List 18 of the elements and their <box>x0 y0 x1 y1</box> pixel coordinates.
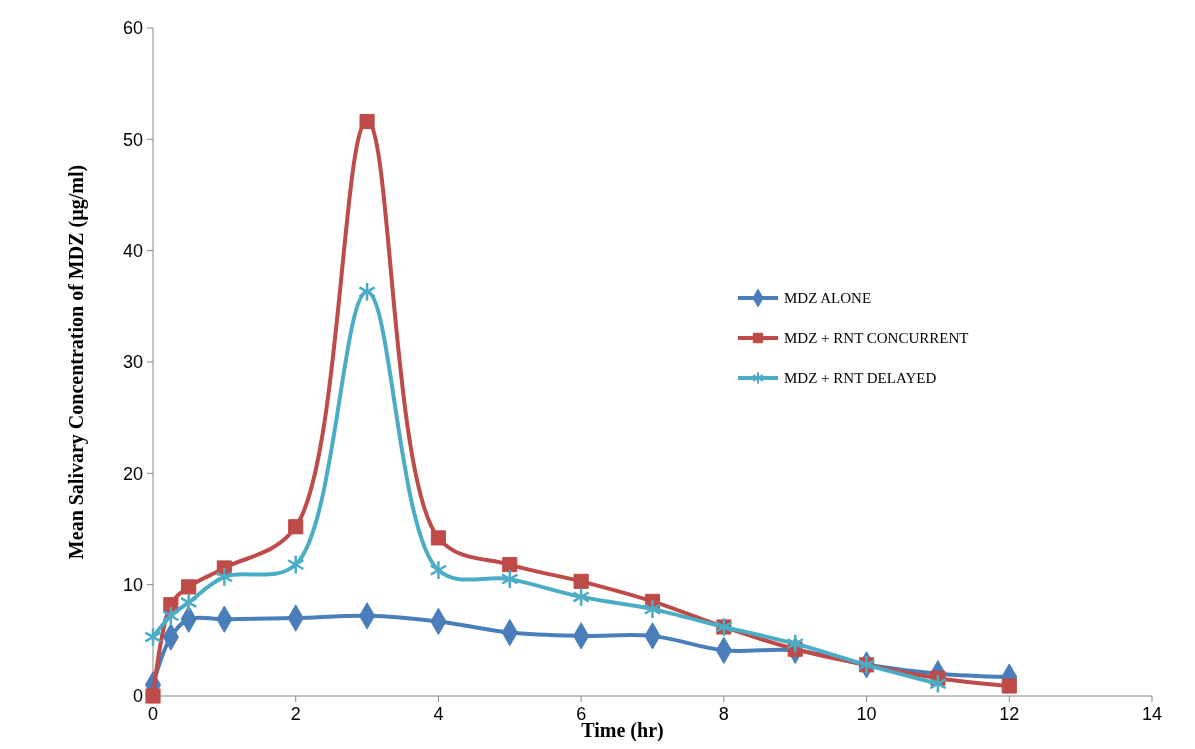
y-tick-label: 20 <box>122 463 143 484</box>
y-tick-label: 50 <box>122 129 143 150</box>
y-tick-label: 10 <box>122 574 143 595</box>
x-tick-label: 10 <box>856 704 877 724</box>
x-tick-label: 14 <box>1141 704 1163 724</box>
x-tick-label: 2 <box>290 704 301 724</box>
y-tick-label: 30 <box>122 352 143 373</box>
y-tick-label: 60 <box>122 18 143 39</box>
y-tick-label: 40 <box>122 240 143 261</box>
x-tick-label: 8 <box>718 704 729 724</box>
x-tick-label: 4 <box>433 704 444 724</box>
y-tick-label: 0 <box>132 686 143 707</box>
y-axis-title: Mean Salivary Concentration of MDZ (µg/ml) <box>65 164 88 560</box>
legend-label: MDZ ALONE <box>784 290 872 307</box>
x-tick-label: 12 <box>999 704 1020 724</box>
x-tick-label: 0 <box>147 704 159 724</box>
legend-label: MDZ + RNT DELAYED <box>784 370 937 387</box>
legend-label: MDZ + RNT CONCURRENT <box>784 330 969 347</box>
